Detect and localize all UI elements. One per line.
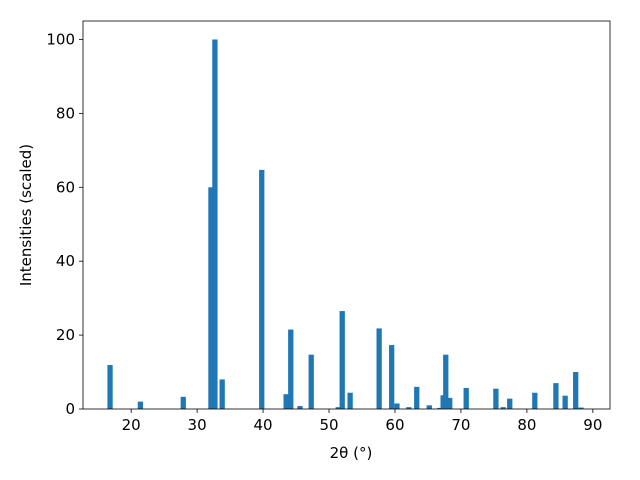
bar (288, 329, 294, 409)
bar (493, 388, 499, 409)
bar (335, 407, 341, 409)
bar (137, 401, 144, 409)
bar (212, 39, 218, 409)
bar (463, 387, 469, 409)
bar (339, 311, 345, 409)
y-tick-label: 40 (56, 252, 75, 270)
y-tick-label: 80 (56, 104, 75, 122)
bar (532, 392, 538, 409)
x-tick-label: 20 (122, 416, 141, 434)
bar (507, 398, 513, 409)
bar (553, 383, 559, 409)
bar (180, 396, 186, 409)
y-axis-label: Intensities (scaled) (17, 144, 35, 286)
x-tick-label: 40 (254, 416, 273, 434)
bar (443, 354, 449, 409)
bar (376, 328, 382, 409)
bar (440, 395, 446, 409)
bar (426, 405, 432, 409)
bar (394, 403, 400, 409)
x-tick-label: 80 (517, 416, 536, 434)
y-tick-label: 100 (46, 30, 75, 48)
bar (107, 365, 113, 409)
bar (500, 407, 506, 409)
x-tick-label: 70 (451, 416, 470, 434)
bar (414, 386, 420, 409)
bar (447, 397, 453, 409)
y-tick-label: 60 (56, 178, 75, 196)
y-tick-label: 0 (65, 400, 75, 418)
bar (573, 372, 579, 409)
bar (219, 379, 225, 409)
x-tick-label: 50 (319, 416, 338, 434)
bar (259, 169, 265, 409)
plot-frame (82, 20, 611, 410)
x-tick-label: 60 (385, 416, 404, 434)
bar (578, 407, 584, 409)
bar (347, 392, 353, 409)
x-axis-label: 2θ (°) (330, 444, 373, 462)
bar (283, 394, 289, 409)
bar (208, 187, 214, 409)
bar (308, 354, 314, 409)
bar (406, 407, 412, 409)
x-tick-label: 90 (583, 416, 602, 434)
x-tick-label: 30 (188, 416, 207, 434)
bar (562, 395, 568, 409)
bar (389, 345, 395, 409)
y-tick-label: 20 (56, 326, 75, 344)
bar (437, 407, 443, 409)
bar (297, 406, 303, 409)
